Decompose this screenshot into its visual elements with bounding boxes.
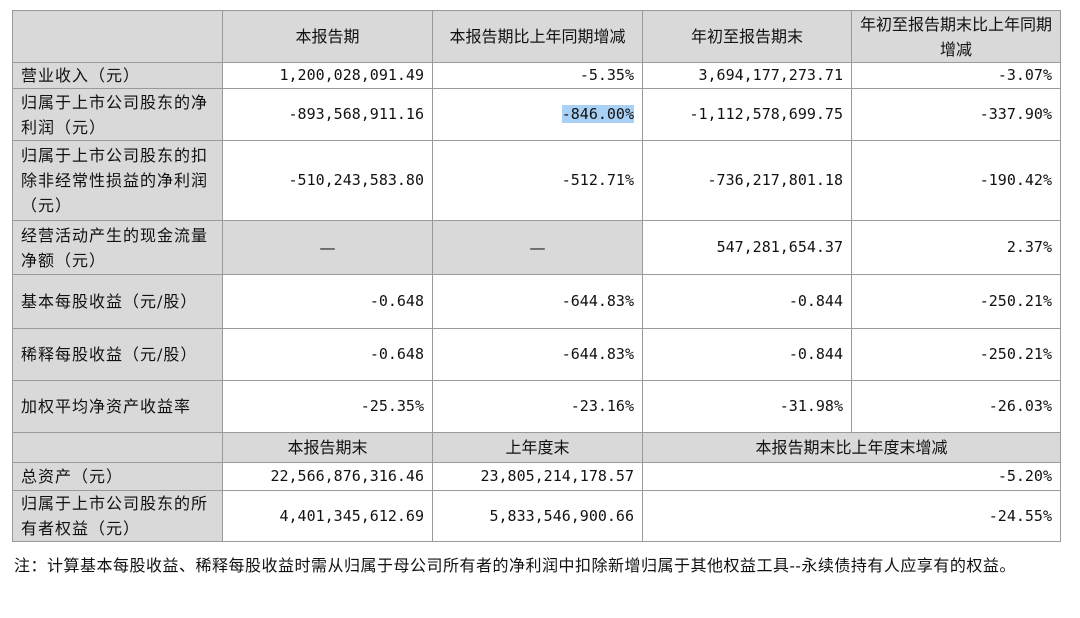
header-row-2: 本报告期末 上年度末 本报告期末比上年度末增减 xyxy=(12,432,1061,463)
row-label: 归属于上市公司股东的扣除非经常性损益的净利润（元） xyxy=(12,140,223,221)
table-row: 营业收入（元） 1,200,028,091.49 -5.35% 3,694,17… xyxy=(12,62,1061,89)
table-row: 稀释每股收益（元/股） -0.648 -644.83% -0.844 -250.… xyxy=(12,328,1061,381)
row-label: 总资产（元） xyxy=(12,462,223,491)
table-row: 归属于上市公司股东的所有者权益（元） 4,401,345,612.69 5,83… xyxy=(12,490,1061,542)
row-label: 营业收入（元） xyxy=(12,62,223,89)
cell: -337.90% xyxy=(851,88,1061,141)
cell: -1,112,578,699.75 xyxy=(642,88,852,141)
table-row: 加权平均净资产收益率 -25.35% -23.16% -31.98% -26.0… xyxy=(12,380,1061,433)
header-ytd-yoy: 年初至报告期末比上年同期增减 xyxy=(851,10,1061,63)
cell: 1,200,028,091.49 xyxy=(222,62,433,89)
cell: -0.648 xyxy=(222,274,433,329)
table-row: 总资产（元） 22,566,876,316.46 23,805,214,178.… xyxy=(12,462,1061,491)
table-row: 基本每股收益（元/股） -0.648 -644.83% -0.844 -250.… xyxy=(12,274,1061,329)
selected-text[interactable]: -846.00% xyxy=(561,105,634,123)
cell-highlighted: -846.00% xyxy=(432,88,643,141)
header-period-end: 本报告期末 xyxy=(222,432,433,463)
table-row: 归属于上市公司股东的净利润（元） -893,568,911.16 -846.00… xyxy=(12,88,1061,141)
cell: -0.844 xyxy=(642,274,852,329)
cell: -250.21% xyxy=(851,274,1061,329)
cell: -23.16% xyxy=(432,380,643,433)
header-cell-empty xyxy=(12,432,223,463)
header-cell-empty xyxy=(12,10,223,63)
header-change: 本报告期末比上年度末增减 xyxy=(642,432,1061,463)
row-label: 加权平均净资产收益率 xyxy=(12,380,223,433)
table-row: 经营活动产生的现金流量净额（元） — — 547,281,654.37 2.37… xyxy=(12,220,1061,275)
row-label: 经营活动产生的现金流量净额（元） xyxy=(12,220,223,275)
cell: -0.648 xyxy=(222,328,433,381)
header-row: 本报告期 本报告期比上年同期增减 年初至报告期末 年初至报告期末比上年同期增减 xyxy=(12,10,1061,63)
cell: 23,805,214,178.57 xyxy=(432,462,643,491)
cell: 22,566,876,316.46 xyxy=(222,462,433,491)
cell: -3.07% xyxy=(851,62,1061,89)
cell: 4,401,345,612.69 xyxy=(222,490,433,542)
cell: -26.03% xyxy=(851,380,1061,433)
table-row: 归属于上市公司股东的扣除非经常性损益的净利润（元） -510,243,583.8… xyxy=(12,140,1061,221)
row-label: 归属于上市公司股东的净利润（元） xyxy=(12,88,223,141)
cell: 2.37% xyxy=(851,220,1061,275)
row-label: 归属于上市公司股东的所有者权益（元） xyxy=(12,490,223,542)
financial-table: 本报告期 本报告期比上年同期增减 年初至报告期末 年初至报告期末比上年同期增减 … xyxy=(12,10,1061,542)
cell: 3,694,177,273.71 xyxy=(642,62,852,89)
cell: 5,833,546,900.66 xyxy=(432,490,643,542)
header-current-period-yoy: 本报告期比上年同期增减 xyxy=(432,10,643,63)
cell: -31.98% xyxy=(642,380,852,433)
footnote: 注：计算基本每股收益、稀释每股收益时需从归属于母公司所有者的净利润中扣除新增归属… xyxy=(14,556,1016,575)
row-label: 基本每股收益（元/股） xyxy=(12,274,223,329)
header-ytd: 年初至报告期末 xyxy=(642,10,852,63)
cell: -5.35% xyxy=(432,62,643,89)
cell-na: — xyxy=(222,220,433,275)
cell: -0.844 xyxy=(642,328,852,381)
cell-na: — xyxy=(432,220,643,275)
cell: -250.21% xyxy=(851,328,1061,381)
cell: -25.35% xyxy=(222,380,433,433)
cell: -893,568,911.16 xyxy=(222,88,433,141)
row-label: 稀释每股收益（元/股） xyxy=(12,328,223,381)
cell: -510,243,583.80 xyxy=(222,140,433,221)
cell: -644.83% xyxy=(432,328,643,381)
cell: -512.71% xyxy=(432,140,643,221)
cell: -190.42% xyxy=(851,140,1061,221)
header-prior-year-end: 上年度末 xyxy=(432,432,643,463)
cell: -5.20% xyxy=(642,462,1061,491)
cell: -24.55% xyxy=(642,490,1061,542)
cell: -736,217,801.18 xyxy=(642,140,852,221)
header-current-period: 本报告期 xyxy=(222,10,433,63)
cell: 547,281,654.37 xyxy=(642,220,852,275)
cell: -644.83% xyxy=(432,274,643,329)
